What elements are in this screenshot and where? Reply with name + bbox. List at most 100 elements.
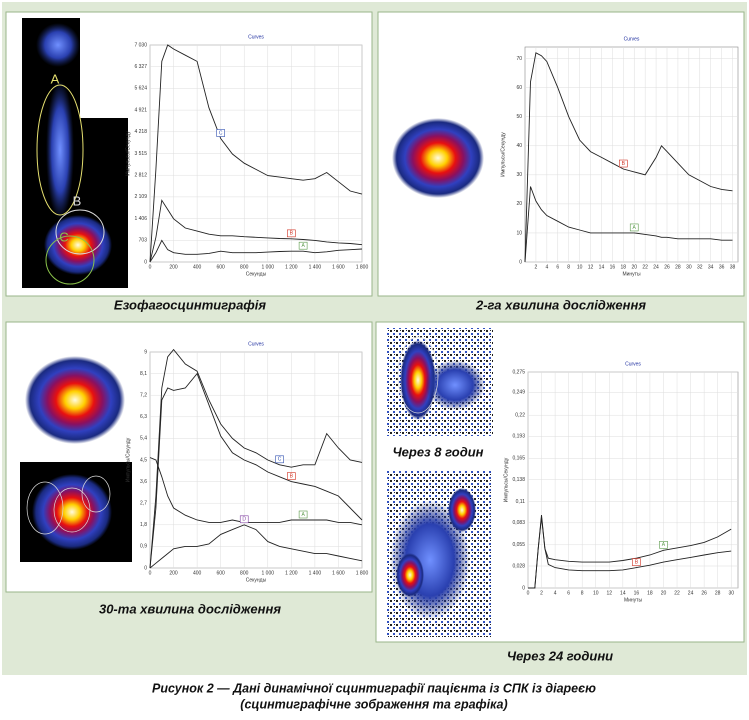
x-axis-label: Минуты xyxy=(622,271,641,277)
series-label: A xyxy=(633,225,637,231)
roi xyxy=(81,475,111,513)
x-tick-label: 10 xyxy=(593,590,599,596)
y-tick-label: 0,193 xyxy=(512,434,525,440)
series-label-box xyxy=(275,455,284,464)
x-tick-label: 0 xyxy=(149,570,152,576)
x-tick-label: 18 xyxy=(647,590,653,596)
y-tick-label: 30 xyxy=(516,172,522,178)
y-tick-label: 0,028 xyxy=(512,563,525,569)
series-label-box xyxy=(619,159,628,168)
x-tick-label: 36 xyxy=(719,264,725,270)
series-label-box xyxy=(298,241,308,250)
y-tick-label: 6,3 xyxy=(140,414,147,420)
series-line xyxy=(149,239,363,263)
series-label: A xyxy=(301,512,305,518)
scan-mask xyxy=(80,18,128,118)
y-tick-label: 2 812 xyxy=(134,173,147,179)
y-tick-label: 0,138 xyxy=(512,477,525,483)
x-tick-label: 12 xyxy=(588,264,594,270)
x-tick-label: 600 xyxy=(216,570,225,576)
series-label-box xyxy=(239,515,249,524)
panel-caption: 2-га хвилина дослідження xyxy=(475,297,646,312)
x-tick-label: 1 600 xyxy=(332,570,345,576)
y-tick-label: 0,165 xyxy=(512,456,525,462)
panel-caption: Езофагосцинтиграфія xyxy=(114,297,267,312)
x-tick-label: 6 xyxy=(567,590,570,596)
y-tick-label: 2 109 xyxy=(134,194,147,200)
x-tick-label: 14 xyxy=(620,590,626,596)
x-tick-label: 1 400 xyxy=(309,264,322,270)
panel-caption: Через 8 годин xyxy=(392,444,483,459)
y-tick-label: 1 406 xyxy=(134,216,147,222)
y-tick-label: 0,249 xyxy=(512,390,525,396)
x-tick-label: 24 xyxy=(688,590,694,596)
series-label: C xyxy=(278,457,282,463)
y-tick-label: 7,2 xyxy=(140,393,147,399)
x-tick-label: 800 xyxy=(240,264,249,270)
x-tick-label: 800 xyxy=(240,570,249,576)
x-tick-label: 1 800 xyxy=(356,264,369,270)
x-tick-label: 1 000 xyxy=(262,264,275,270)
x-tick-label: 20 xyxy=(661,590,667,596)
x-tick-label: 32 xyxy=(697,264,703,270)
y-tick-label: 10 xyxy=(516,230,522,236)
scan-blob xyxy=(25,356,125,444)
scan-blob xyxy=(400,340,436,420)
y-tick-label: 5 624 xyxy=(134,86,147,92)
series-label-box xyxy=(298,510,308,519)
roi xyxy=(397,336,439,414)
x-tick-label: 600 xyxy=(216,264,225,270)
x-tick-label: 200 xyxy=(169,570,178,576)
series-line xyxy=(528,517,732,589)
x-tick-label: 2 xyxy=(540,590,543,596)
x-tick-label: 6 xyxy=(556,264,559,270)
x-tick-label: 1 600 xyxy=(332,264,345,270)
scan-blob xyxy=(46,80,74,220)
x-tick-label: 28 xyxy=(675,264,681,270)
y-tick-label: 4 921 xyxy=(134,107,147,113)
series-line xyxy=(149,348,363,569)
x-axis-label: Минуты xyxy=(624,597,643,603)
x-tick-label: 400 xyxy=(193,570,202,576)
scan-blob xyxy=(396,553,424,597)
series-label: B xyxy=(622,161,626,167)
y-tick-label: 703 xyxy=(139,238,148,244)
x-tick-label: 16 xyxy=(634,590,640,596)
y-axis-label: Импульсы/Секунду xyxy=(125,131,131,176)
y-tick-label: 40 xyxy=(516,143,522,149)
x-tick-label: 200 xyxy=(169,264,178,270)
series-label-box xyxy=(629,223,639,232)
x-tick-label: 22 xyxy=(642,264,648,270)
x-tick-label: 8 xyxy=(581,590,584,596)
x-tick-label: 34 xyxy=(708,264,714,270)
scan-blob xyxy=(392,118,484,198)
x-axis-label: Секунды xyxy=(246,271,267,277)
series-label: C xyxy=(219,130,223,136)
figure-caption: (сцинтиграфічне зображення та графіка) xyxy=(240,697,507,711)
y-tick-label: 6 327 xyxy=(134,64,147,70)
scan-blob xyxy=(36,23,80,67)
x-tick-label: 22 xyxy=(674,590,680,596)
roi-label: A xyxy=(51,71,60,86)
series-label: B xyxy=(635,559,639,565)
scan-blob xyxy=(32,474,112,550)
y-tick-label: 4 218 xyxy=(134,129,147,135)
series-label-box xyxy=(659,540,668,549)
y-tick-label: 7 030 xyxy=(134,42,147,48)
x-tick-label: 30 xyxy=(686,264,692,270)
y-tick-label: 3,6 xyxy=(140,479,147,485)
x-tick-label: 2 xyxy=(535,264,538,270)
y-axis-label: Импульсы/Секунду xyxy=(125,437,131,482)
x-tick-label: 10 xyxy=(577,264,583,270)
x-tick-label: 1 200 xyxy=(285,264,298,270)
y-tick-label: 0 xyxy=(522,585,525,591)
chart-title: Curves xyxy=(625,361,641,367)
x-tick-label: 1 000 xyxy=(262,570,275,576)
plot-area xyxy=(527,371,739,589)
panel-caption: 30-та хвилина дослідження xyxy=(99,601,281,616)
x-tick-label: 1 200 xyxy=(285,570,298,576)
roi-label: B xyxy=(73,193,82,208)
scan-blob xyxy=(44,215,112,275)
x-tick-label: 12 xyxy=(607,590,613,596)
series-label-box xyxy=(287,229,296,238)
